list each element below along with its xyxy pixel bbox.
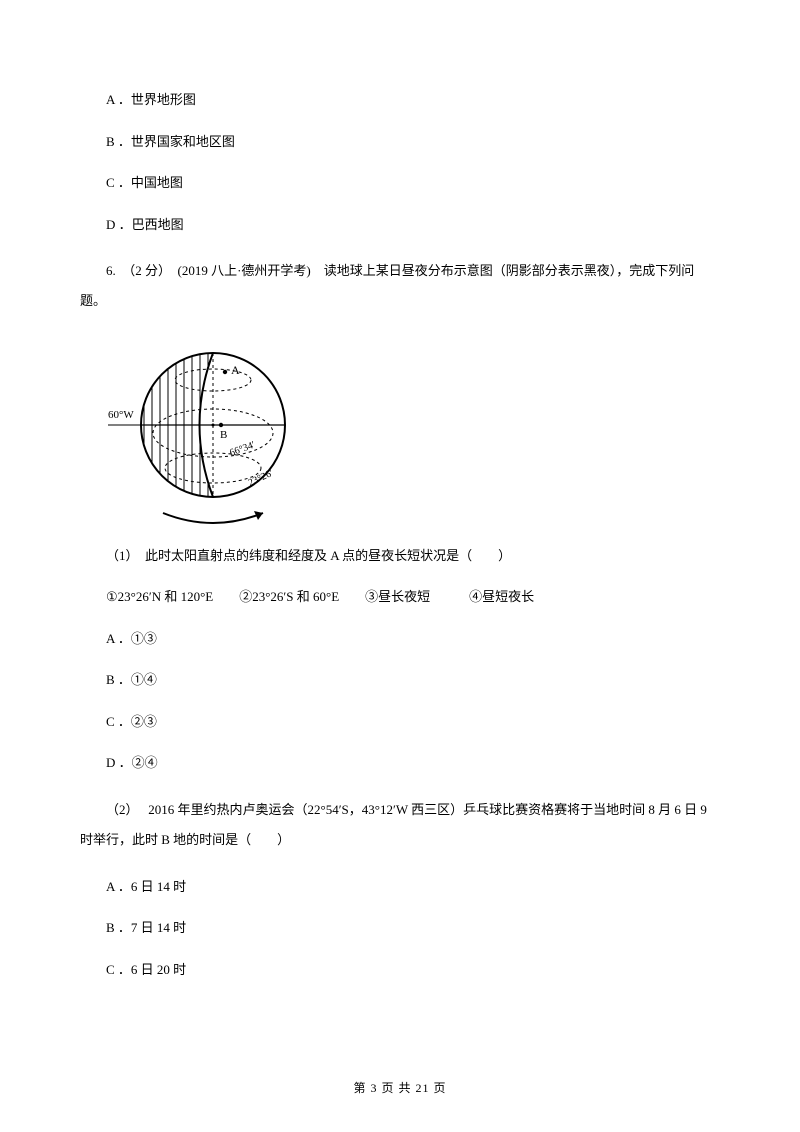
q6-part2-a: A ．6 日 14 时	[80, 877, 720, 897]
label-b: B	[220, 429, 227, 441]
label-60w: 60°W	[108, 409, 134, 421]
page-footer: 第 3 页 共 21 页	[0, 1079, 800, 1096]
option-b: B ．世界国家和地区图	[80, 132, 720, 152]
q6-part1-choices: ①23°26′N 和 120°E ②23°26′S 和 60°E ③昼长夜短 ④…	[80, 587, 720, 607]
option-d: D ．巴西地图	[80, 215, 720, 235]
q6-part2-question: （2） 2016 年里约热内卢奥运会（22°54′S，43°12′W 西三区）乒…	[80, 795, 720, 855]
option-c: C ．中国地图	[80, 173, 720, 193]
label-2326: 23°26′	[247, 467, 275, 488]
q6-part1-d: D ．②④	[80, 753, 720, 773]
q6-part1-b: B ．①④	[80, 670, 720, 690]
q6-part1-a: A ．①③	[80, 629, 720, 649]
option-a: A ．世界地形图	[80, 90, 720, 110]
q6-part1-question: （1） 此时太阳直射点的纬度和经度及 A 点的昼夜长短状况是（ ）	[80, 546, 720, 566]
page-content: A ．世界地形图 B ．世界国家和地区图 C ．中国地图 D ．巴西地图 6. …	[0, 0, 800, 1041]
globe-diagram: A B 60°W 66°34′ 23°26′	[80, 338, 720, 528]
q6-stem: 6. （2 分） (2019 八上·德州开学考) 读地球上某日昼夜分布示意图（阴…	[80, 256, 720, 316]
q6-part1-c: C ．②③	[80, 712, 720, 732]
globe-svg: A B 60°W 66°34′ 23°26′	[108, 338, 318, 528]
q6-part2-b: B ．7 日 14 时	[80, 918, 720, 938]
q6-part2-c: C ．6 日 20 时	[80, 960, 720, 980]
label-a: A	[231, 363, 240, 377]
